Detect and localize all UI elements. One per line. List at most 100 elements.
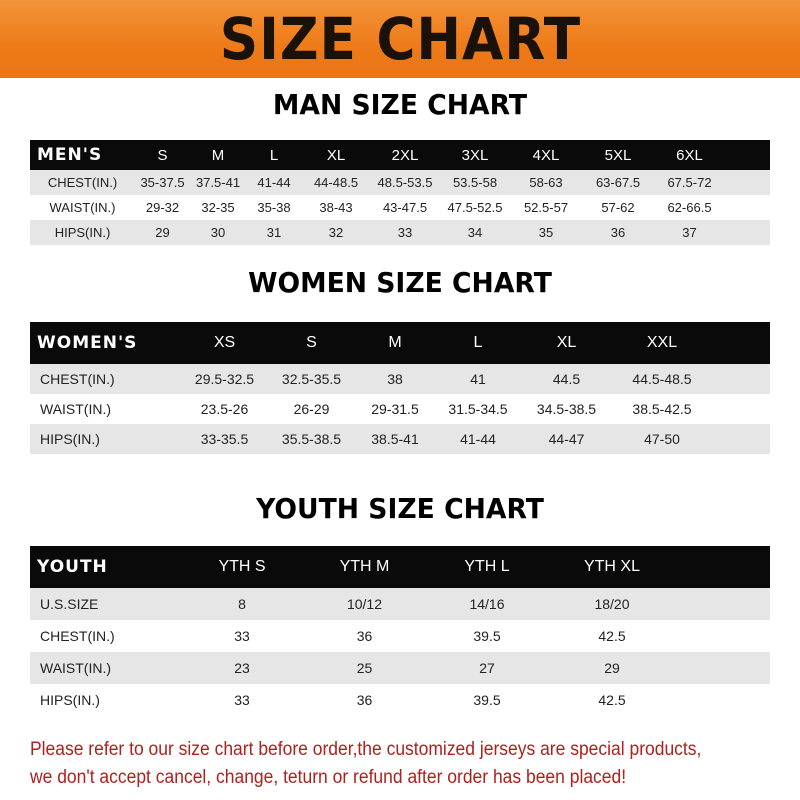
table-cell: 39.5 [473,692,501,708]
table-cell: 48.5-53.5 [377,175,433,190]
table-cell: 47-50 [644,431,680,447]
table-cell: 33 [397,225,413,240]
table-cell: 25 [356,660,373,676]
table-cell: 44.5-48.5 [632,371,692,387]
table-row: U.S.SIZE 8 10/12 14/16 18/20 [30,588,770,620]
table-cell: 26-29 [293,401,330,417]
table-cell: 52.5-57 [523,200,569,215]
table-cell: 41 [470,371,486,387]
table-cell: 29 [604,660,620,676]
row-label: WOMEN'S [37,333,138,353]
table-cell: XXL [646,334,678,351]
men-section-title: MAN SIZE CHART [272,88,528,121]
table-cell: 38 [387,371,403,387]
table-header-row: WOMEN'S XS S M L XL XXL [30,322,770,364]
table-cell: 42.5 [598,692,626,708]
table-cell: 36 [356,628,373,644]
table-cell: 47.5-52.5 [447,200,503,215]
table-cell: 53.5-58 [452,175,498,190]
table-cell: 35 [538,225,554,240]
table-cell: 29-31.5 [371,401,419,417]
notice-line: Please refer to our size chart before or… [30,739,702,760]
table-cell: 27 [479,660,495,676]
table-row: WAIST(IN.) 29-32 32-35 35-38 38-43 43-47.5 47.… [30,195,770,220]
table-cell: 14/16 [469,596,505,612]
table-cell: 38.5-42.5 [632,401,692,417]
table-cell: 4XL [532,146,560,164]
table-cell: 3XL [461,146,489,164]
women-section-title: WOMEN SIZE CHART [248,266,552,299]
table-cell: XL [556,334,577,351]
row-label: CHEST(IN.) [40,628,115,644]
table-cell: M [388,334,402,351]
table-row: CHEST(IN.) 29.5-32.5 32.5-35.5 38 41 44.5 44.5… [30,364,770,394]
table-cell: XS [213,334,236,351]
table-cell: 34 [467,225,483,240]
men-size-table: MEN'S S M L XL 2XL 3XL 4XL 5XL 6XL CHEST(IN.) 35-37… [30,140,770,245]
table-cell: 57-62 [601,200,635,215]
table-cell: S [157,146,168,164]
table-cell: L [473,334,483,351]
table-cell: 33 [234,628,250,644]
table-row: HIPS(IN.) 33-35.5 35.5-38.5 38.5-41 41-44 44-… [30,424,770,454]
page-title: SIZE CHART [219,5,581,73]
table-cell: 6XL [676,146,703,164]
table-cell: 37.5-41 [195,175,241,190]
table-cell: 8 [238,596,246,612]
table-row: WAIST(IN.) 23 25 27 29 [30,652,770,684]
table-cell: 63-67.5 [595,175,641,190]
table-cell: M [211,146,225,164]
table-row: HIPS(IN.) 29 30 31 32 33 34 35 36 37 [30,220,770,245]
table-cell: 29 [155,225,170,240]
table-cell: 39.5 [473,628,501,644]
table-cell: 32 [328,225,344,240]
table-cell: 32-35 [201,200,235,215]
table-cell: 18/20 [594,596,630,612]
table-row: WAIST(IN.) 23.5-26 26-29 29-31.5 31.5-34.5 34… [30,394,770,424]
table-cell: 35-37.5 [140,175,185,190]
table-cell: 2XL [391,146,419,164]
table-cell: 29.5-32.5 [194,371,255,387]
title-banner: SIZE CHART [0,0,800,78]
table-cell: 23 [234,660,250,676]
table-cell: 44.5 [552,371,581,387]
order-notice: Please refer to our size chart before or… [30,736,729,792]
row-label: HIPS(IN.) [40,431,100,447]
table-cell: 41-44 [257,175,291,190]
table-cell: YTH S [218,558,266,575]
table-cell: 31 [266,225,282,240]
row-label: HIPS(IN.) [54,225,111,240]
table-cell: 34.5-38.5 [536,401,597,417]
row-label: CHEST(IN.) [47,175,118,190]
table-cell: 38-43 [319,200,353,215]
notice-line: we don't accept cancel, change, teturn o… [30,767,627,788]
table-cell: 5XL [604,146,632,164]
row-label: WAIST(IN.) [40,660,112,676]
table-cell: 32.5-35.5 [281,371,342,387]
table-row: CHEST(IN.) 33 36 39.5 42.5 [30,620,770,652]
row-label: MEN'S [37,145,103,165]
table-cell: 38.5-41 [371,431,419,447]
table-cell: L [269,146,279,164]
table-cell: 37 [682,225,697,240]
table-cell: 29-32 [145,200,180,215]
table-cell: 35.5-38.5 [281,431,342,447]
table-cell: 43-47.5 [382,200,428,215]
row-label: U.S.SIZE [40,596,99,612]
table-cell: 23.5-26 [200,401,249,417]
table-cell: 41-44 [460,431,496,447]
table-cell: YTH L [464,558,510,575]
row-label: WAIST(IN.) [40,401,112,417]
row-label: YOUTH [37,557,108,577]
table-cell: XL [326,146,346,164]
table-cell: S [306,334,317,351]
table-cell: 33 [234,692,250,708]
table-cell: 30 [210,225,226,240]
table-cell: 10/12 [346,596,383,612]
table-cell: 31.5-34.5 [448,401,508,417]
table-row: HIPS(IN.) 33 36 39.5 42.5 [30,684,770,716]
table-cell: 44-47 [548,431,585,447]
table-cell: 42.5 [598,628,626,644]
table-cell: YTH XL [583,558,640,575]
table-cell: 67.5-72 [667,175,712,190]
